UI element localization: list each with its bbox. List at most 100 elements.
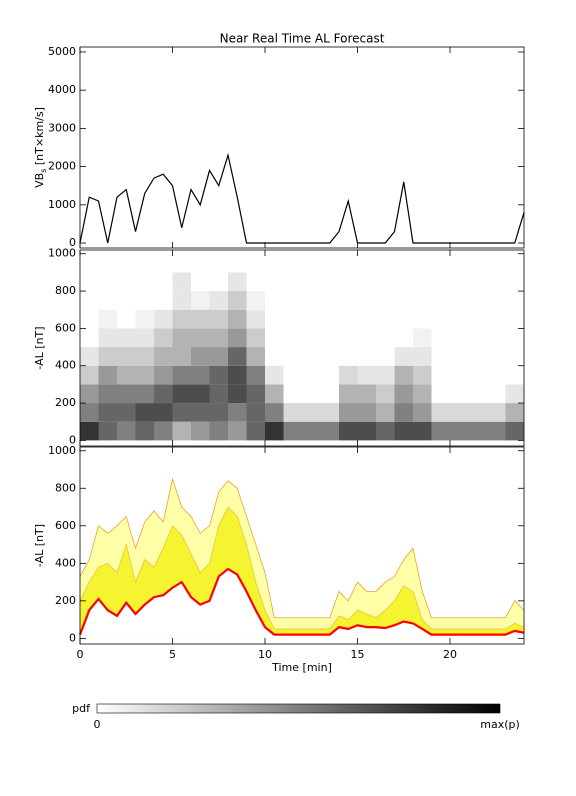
x-tick-label: 10 (258, 648, 272, 661)
pdf-cell (98, 328, 117, 348)
pdf-cell (505, 421, 524, 441)
pdf-cell (135, 328, 154, 348)
x-axis-label: Time [min] (271, 661, 332, 674)
y-tick-label: 1000 (48, 247, 76, 260)
pdf-cell (450, 328, 469, 348)
pdf-cell (302, 253, 321, 273)
pdf-cell (80, 403, 99, 422)
pdf-cell (468, 291, 487, 310)
pdf-cell (357, 272, 376, 292)
pdf-cell (468, 328, 487, 348)
pdf-cell (505, 272, 524, 292)
pdf-cell (394, 309, 413, 329)
pdf-cell (209, 309, 228, 329)
pdf-cell (431, 365, 450, 385)
pdf-cell (339, 365, 358, 385)
colorbar (96, 703, 501, 714)
pdf-cell (117, 272, 136, 292)
pdf-cell (80, 253, 99, 273)
pdf-cell (320, 403, 339, 422)
pdf-cell (302, 291, 321, 310)
pdf-cell (135, 291, 154, 310)
band-line (78, 567, 525, 636)
pdf-cell (209, 291, 228, 310)
y-axis-label: -AL [nT] (33, 524, 46, 567)
pdf-cell (413, 421, 432, 441)
pdf-cell (172, 328, 191, 348)
pdf-cell (246, 403, 265, 422)
pdf-cell (154, 421, 173, 441)
pdf-cell (450, 365, 469, 385)
pdf-cell (394, 421, 413, 441)
pdf-cell (172, 272, 191, 292)
pdf-cell (228, 384, 247, 404)
pdf-cell (431, 272, 450, 292)
pdf-cell (80, 272, 99, 292)
pdf-cell (339, 253, 358, 273)
pdf-cell (98, 272, 117, 292)
panel (78, 477, 525, 639)
pdf-cell (376, 291, 395, 310)
pdf-cell (339, 384, 358, 404)
y-tick-label: 1000 (48, 198, 76, 211)
x-tick-label: 20 (443, 648, 457, 661)
pdf-cell (450, 384, 469, 404)
pdf-cell (431, 421, 450, 441)
pdf-cell (228, 309, 247, 329)
pdf-cell (283, 403, 302, 422)
pdf-cell (265, 328, 284, 348)
pdf-cell (135, 272, 154, 292)
pdf-cell (191, 421, 210, 441)
pdf-cell (357, 384, 376, 404)
chart-title: Near Real Time AL Forecast (220, 32, 385, 46)
y-tick-label: 1000 (48, 444, 76, 457)
y-tick-label: 600 (55, 519, 76, 532)
pdf-cell (172, 347, 191, 366)
pdf-cell (339, 272, 358, 292)
pdf-cell (487, 309, 506, 329)
pdf-cell (450, 291, 469, 310)
pdf-cell (98, 309, 117, 329)
y-tick-label: 200 (55, 396, 76, 409)
pdf-cell (376, 384, 395, 404)
pdf-cell (339, 328, 358, 348)
y-axis-label-part: s (39, 169, 48, 173)
pdf-cell (302, 421, 321, 441)
pdf-cell (468, 403, 487, 422)
pdf-cell (98, 365, 117, 385)
pdf-cell (172, 384, 191, 404)
y-tick-label: 0 (69, 631, 76, 644)
pdf-cell (505, 347, 524, 366)
pdf-cell (172, 253, 191, 273)
y-tick-label: 800 (55, 284, 76, 297)
pdf-cell (154, 347, 173, 366)
x-tick-label: 5 (169, 648, 176, 661)
pdf-cell (505, 328, 524, 348)
pdf-cell (505, 253, 524, 273)
pdf-cell (228, 403, 247, 422)
pdf-cell (98, 421, 117, 441)
pdf-cell (135, 421, 154, 441)
pdf-cell (413, 253, 432, 273)
y-axis-label-part: [nT×km/s] (33, 107, 46, 169)
pdf-cell (172, 365, 191, 385)
pdf-cell (431, 328, 450, 348)
pdf-cell (98, 403, 117, 422)
pdf-cell (80, 328, 99, 348)
pdf-cell (376, 347, 395, 366)
y-axis-label: VBs [nT×km/s] (33, 107, 48, 188)
pdf-cell (413, 347, 432, 366)
pdf-cell (302, 309, 321, 329)
panel (79, 152, 525, 244)
plot-frame (79, 46, 525, 249)
pdf-cell (209, 253, 228, 273)
pdf-cell (265, 421, 284, 441)
y-tick-label: 4000 (48, 83, 76, 96)
pdf-cell (302, 272, 321, 292)
pdf-cell (265, 403, 284, 422)
pdf-cell (154, 403, 173, 422)
colorbar-label: pdf (72, 702, 91, 715)
pdf-cell (320, 309, 339, 329)
pdf-cell (98, 347, 117, 366)
